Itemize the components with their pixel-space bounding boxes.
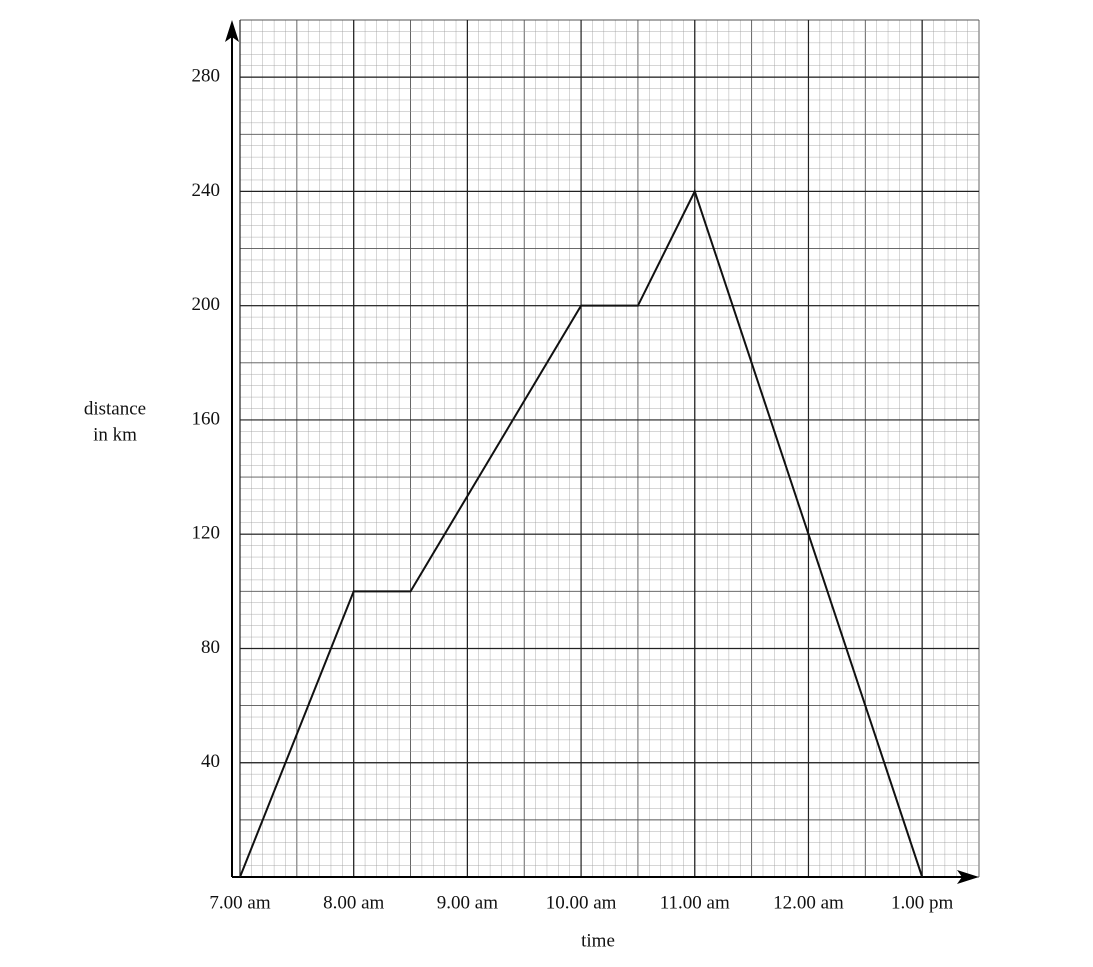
- x-tick-label: 7.00 am: [209, 892, 270, 913]
- x-axis-arrow: [957, 870, 979, 884]
- x-tick-label: 11.00 am: [660, 892, 730, 913]
- y-tick-label: 160: [192, 408, 221, 429]
- y-tick-label: 40: [201, 751, 220, 772]
- graph-paper: [239, 19, 980, 878]
- y-tick-label: 80: [201, 637, 220, 658]
- x-axis-label: time: [581, 930, 615, 951]
- x-tick-label: 12.00 am: [773, 892, 844, 913]
- y-tick-label: 120: [192, 523, 221, 544]
- y-axis-arrow: [225, 20, 239, 42]
- y-tick-label: 200: [192, 294, 221, 315]
- x-tick-label: 1.00 pm: [891, 892, 954, 913]
- x-tick-label: 8.00 am: [323, 892, 384, 913]
- data-line: [239, 188, 924, 878]
- y-axis-label-line: in km: [93, 424, 137, 445]
- y-tick-label: 280: [192, 65, 221, 86]
- x-tick-label: 10.00 am: [546, 892, 617, 913]
- x-tick-label: 9.00 am: [437, 892, 498, 913]
- y-axis-label-line: distance: [84, 398, 146, 419]
- y-tick-label: 240: [192, 180, 221, 201]
